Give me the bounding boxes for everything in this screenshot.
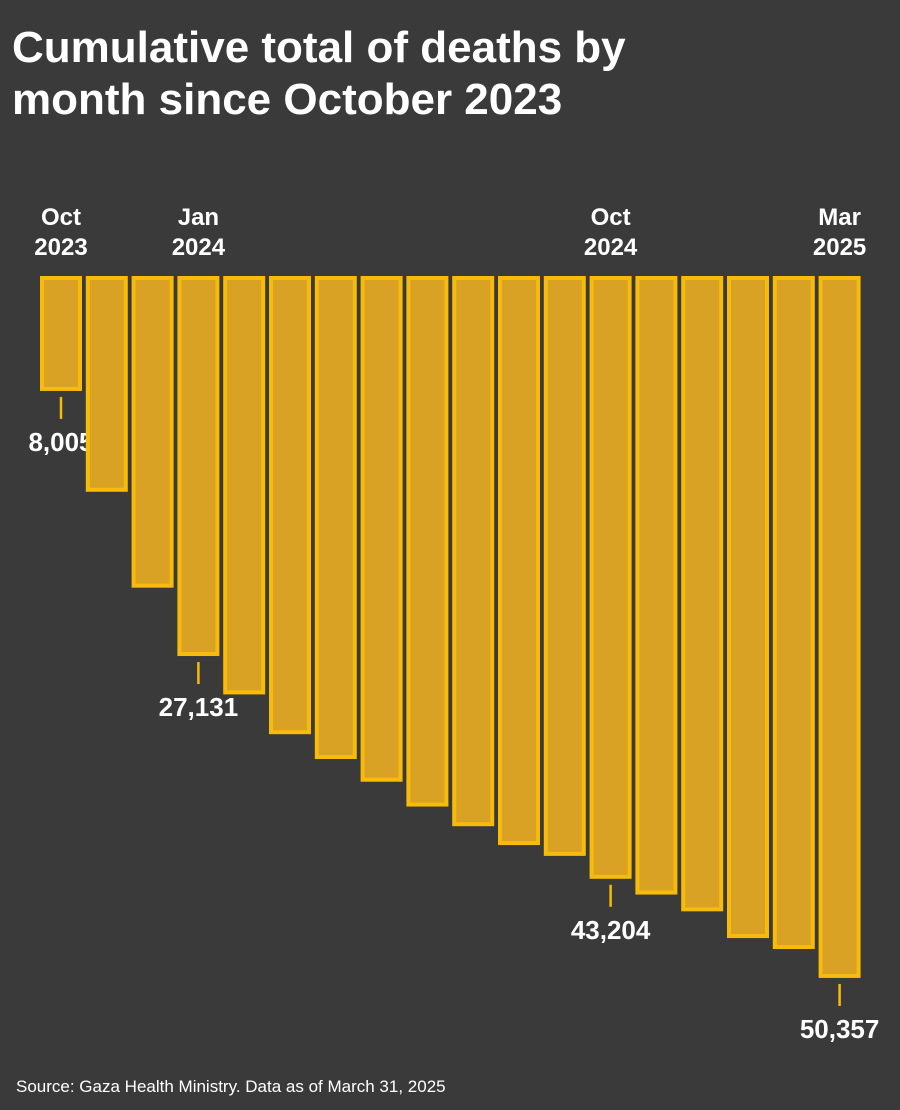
bar [589,276,632,879]
bar [131,276,174,588]
x-tick-label: Oct 2023 [34,204,87,261]
bar [635,276,678,895]
bar [223,276,266,695]
x-tick-label: Mar 2025 [813,204,866,261]
x-tick-label: Oct 2024 [584,204,638,261]
bar [498,276,540,846]
bar [269,276,311,735]
bar [360,276,403,782]
bar [177,276,220,657]
value-label: 43,204 [571,915,651,945]
bar [452,276,495,827]
bar [772,276,815,950]
bar [818,276,861,978]
bar [40,276,82,391]
chart-title: Cumulative total of deaths by month since… [12,23,626,124]
bar [727,276,769,939]
value-label: 27,131 [159,692,239,722]
bar [85,276,128,492]
bar [681,276,724,912]
bar [314,276,357,760]
value-label: 50,357 [800,1014,880,1044]
source: Source: Gaza Health Ministry. Data as of… [16,1077,446,1096]
bar [543,276,586,856]
value-label: 8,005 [28,427,93,457]
x-tick-label: Jan 2024 [172,204,226,261]
bar [406,276,449,807]
